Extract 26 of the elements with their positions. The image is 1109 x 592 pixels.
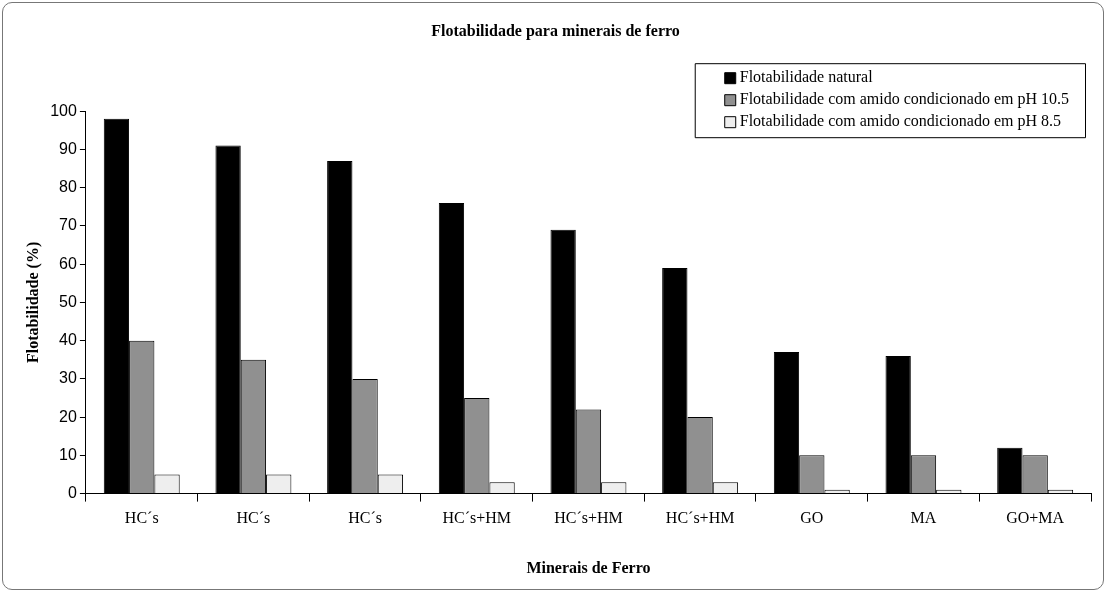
legend-label: Flotabilidade com amido condicionado em pH 8.5 <box>739 112 1061 131</box>
y-tick-label: 40 <box>59 331 77 349</box>
x-tick-label: HC´s <box>236 509 271 527</box>
y-tick-label: 0 <box>67 484 77 502</box>
x-tick-label: HC´s+HM <box>665 509 735 527</box>
y-tick-label: 30 <box>59 369 77 387</box>
y-tick-label: 70 <box>59 216 77 234</box>
x-tick-label: HC´s <box>348 509 382 527</box>
y-tick-label: 100 <box>50 101 77 119</box>
x-tick-label: GO <box>800 509 824 527</box>
y-tick-label: 80 <box>59 178 77 196</box>
chart-title: Flotabilidade para minerais de ferro <box>431 21 680 40</box>
legend-label: Flotabilidade com amido condicionado em pH 10.5 <box>739 90 1069 109</box>
y-tick-label: 20 <box>59 407 77 425</box>
x-axis-title: Minerais de Ferro <box>526 558 651 576</box>
x-tick-label: HC´s+HM <box>554 509 623 527</box>
y-axis-title: Flotabilidade (%) <box>23 241 42 364</box>
y-tick-label: 60 <box>59 254 77 272</box>
x-tick-label: MA <box>910 509 937 527</box>
y-tick-label: 90 <box>59 139 77 157</box>
y-tick-label: 50 <box>59 292 77 310</box>
x-tick-label: HC´s+HM <box>442 509 512 527</box>
legend-label: Flotabilidade natural <box>739 68 874 86</box>
x-tick-label: HC´s <box>124 509 159 527</box>
y-tick-label: 10 <box>59 445 77 463</box>
x-tick-label: GO+MA <box>1006 509 1065 527</box>
